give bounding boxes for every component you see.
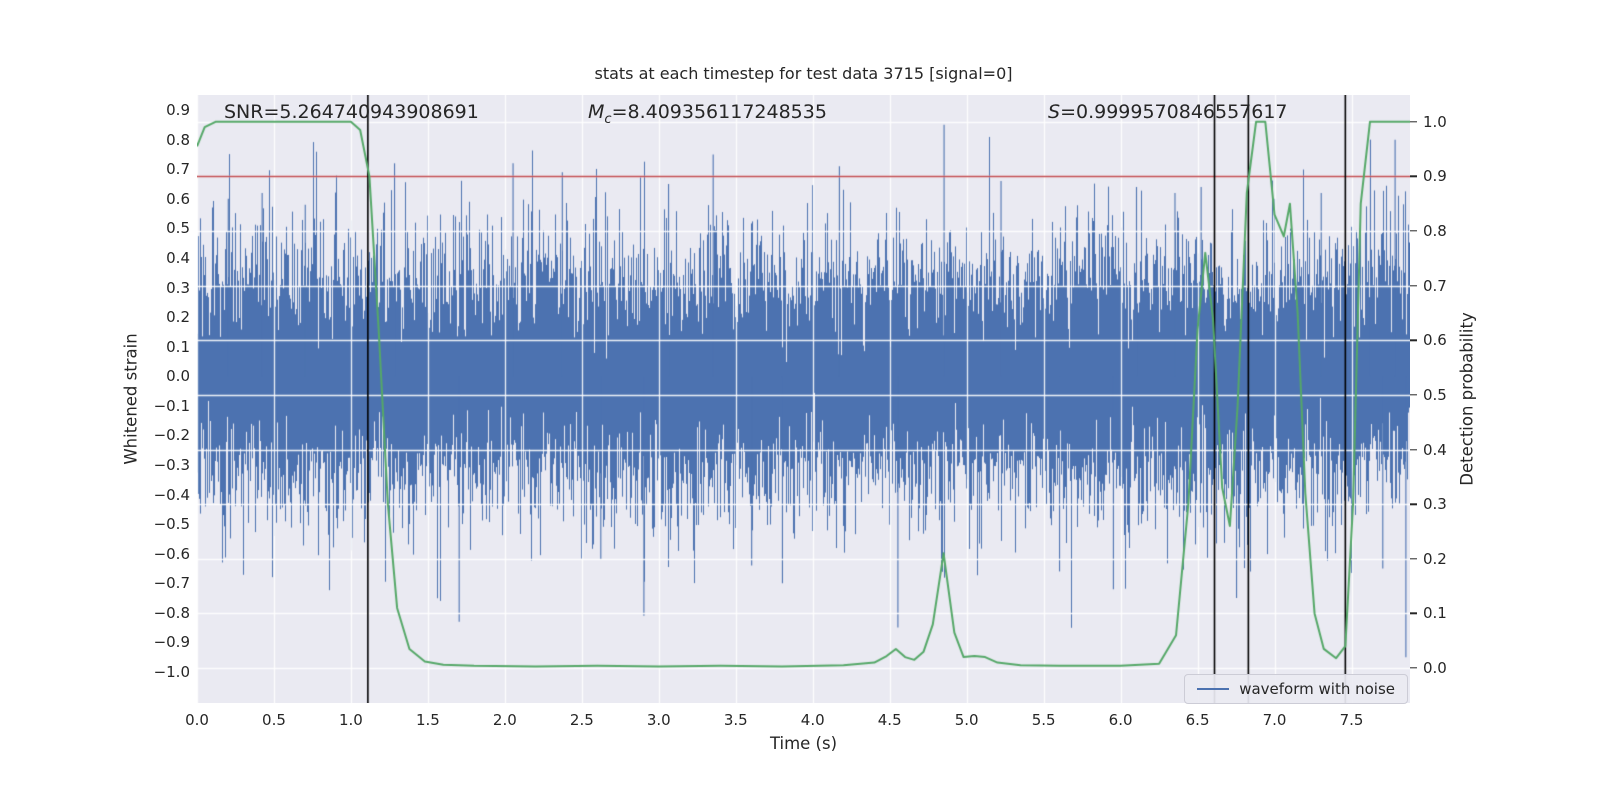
right-tick-mark [1410, 612, 1417, 615]
left-tick-label: 0.2 [166, 308, 190, 327]
x-tick-label: 5.0 [954, 711, 979, 729]
right-tick-label: 0.6 [1423, 331, 1447, 350]
x-tick-label: 0.0 [185, 711, 209, 729]
left-tick-label: −0.9 [153, 633, 190, 652]
right-tick-label: 0.0 [1423, 659, 1447, 678]
left-tick-label: 0.6 [166, 189, 190, 208]
right-tick-mark [1410, 175, 1417, 178]
x-tick-label: 3.5 [723, 711, 748, 729]
right-tick-label: 0.9 [1423, 167, 1447, 186]
right-tick-label: 0.1 [1423, 604, 1447, 623]
x-axis-label: Time (s) [769, 734, 838, 753]
x-tick-label: 1.5 [415, 711, 440, 729]
left-tick-label: 0.4 [166, 248, 190, 267]
chart-title: stats at each timestep for test data 371… [594, 64, 1013, 83]
right-y-axis-label: Detection probability [1457, 312, 1477, 486]
right-tick-label: 0.8 [1423, 222, 1447, 241]
right-tick-mark [1410, 503, 1417, 505]
left-tick-label: 0.8 [166, 130, 190, 149]
left-tick-label: −1.0 [153, 662, 190, 681]
left-tick-label: −0.1 [153, 396, 190, 415]
left-tick-label: −0.4 [153, 485, 190, 504]
x-tick-label: 2.0 [492, 711, 517, 729]
right-tick-mark [1410, 230, 1417, 232]
plot-canvas [197, 95, 1410, 703]
left-tick-label: −0.8 [153, 603, 190, 622]
x-tick-label: 7.0 [1262, 711, 1287, 729]
left-tick-label: −0.6 [153, 544, 190, 563]
right-tick-label: 0.4 [1423, 440, 1447, 459]
right-tick-mark [1410, 448, 1417, 451]
x-tick-label: 1.0 [338, 711, 363, 729]
legend: waveform with noise [1184, 674, 1408, 704]
left-tick-label: 0.5 [166, 219, 190, 238]
right-tick-mark [1410, 667, 1417, 669]
legend-label: waveform with noise [1239, 680, 1395, 698]
left-tick-label: 0.7 [166, 160, 190, 179]
right-tick-mark [1410, 339, 1417, 341]
right-tick-mark [1410, 558, 1417, 560]
x-tick-label: 4.5 [877, 711, 902, 729]
x-tick-label: 0.5 [262, 711, 286, 729]
left-tick-label: −0.3 [153, 455, 190, 474]
left-tick-label: 0.1 [166, 337, 190, 356]
x-tick-label: 6.0 [1108, 711, 1133, 729]
annotation-score: S=0.9999570846557617 [1048, 101, 1288, 123]
right-tick-label: 0.2 [1423, 549, 1447, 568]
x-tick-label: 7.5 [1339, 711, 1364, 729]
annotation-snr: SNR=5.264740943908691 [224, 101, 479, 123]
right-tick-label: 0.7 [1423, 276, 1447, 295]
x-tick-label: 6.5 [1185, 711, 1210, 729]
left-tick-label: −0.2 [153, 426, 190, 445]
right-tick-label: 0.3 [1423, 495, 1447, 514]
right-tick-mark [1410, 121, 1417, 123]
left-tick-label: −0.7 [153, 574, 190, 593]
left-tick-label: 0.0 [166, 367, 190, 386]
annotation-chirp-mass: Mc=8.409356117248535 [588, 101, 827, 127]
right-tick-mark [1410, 284, 1417, 287]
left-tick-label: −0.5 [153, 515, 190, 534]
right-tick-label: 0.5 [1423, 385, 1447, 404]
x-tick-label: 3.0 [646, 711, 671, 729]
x-tick-label: 2.5 [569, 711, 594, 729]
x-tick-label: 4.0 [800, 711, 825, 729]
legend-line-sample [1197, 688, 1230, 690]
left-tick-label: 0.9 [166, 101, 190, 120]
right-tick-label: 1.0 [1423, 112, 1447, 131]
left-tick-label: 0.3 [166, 278, 190, 297]
right-tick-mark [1410, 394, 1417, 396]
x-tick-label: 5.5 [1031, 711, 1056, 729]
